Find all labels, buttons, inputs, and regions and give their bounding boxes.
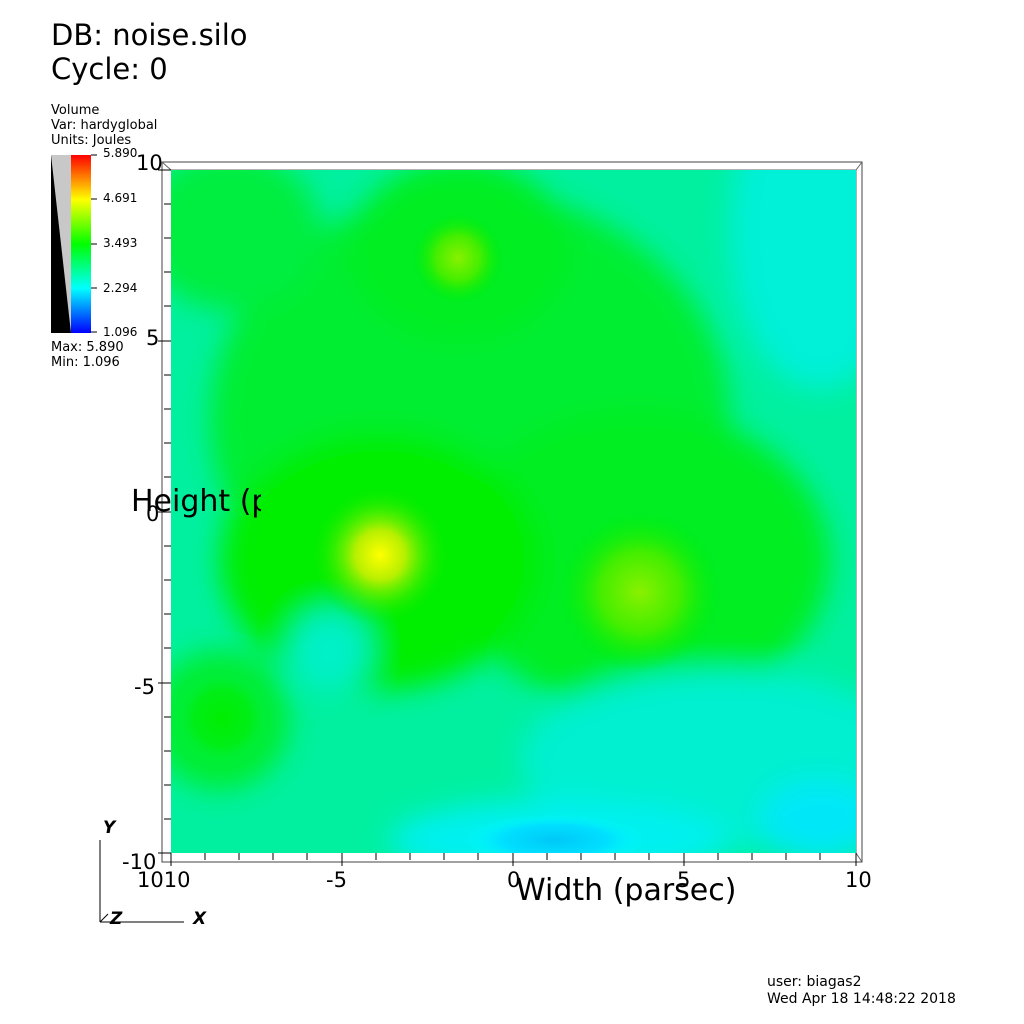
triad-y-label: Y <box>103 818 116 838</box>
legend-max: Max: 5.890 <box>51 340 124 355</box>
x-tick-label-overlap: 1010 <box>137 868 191 892</box>
legend-tick-max: 5.890 <box>103 146 138 160</box>
triad-x-label: X <box>193 909 207 929</box>
color-bar <box>71 155 91 333</box>
x-axis-ticks <box>170 853 857 866</box>
legend-min: Min: 1.096 <box>51 355 120 370</box>
user-label: user: biagas2 <box>767 974 862 990</box>
database-title: DB: noise.silo <box>51 18 248 52</box>
y-tick-label: -10 <box>122 850 157 874</box>
cycle-label: Cycle: 0 <box>51 52 168 86</box>
legend-units: Units: Joules <box>51 133 132 148</box>
y-tick-label: -5 <box>134 675 155 699</box>
legend-tick-2: 4.691 <box>103 191 138 205</box>
y-axis-ticks <box>158 169 171 854</box>
color-legend <box>51 154 97 333</box>
volume-field <box>171 170 856 853</box>
y-tick-label: 0 <box>146 502 160 526</box>
legend-tick-min: 1.096 <box>103 325 138 339</box>
legend-tick-3: 3.493 <box>103 236 138 250</box>
x-tick-label: 5 <box>677 868 691 892</box>
legend-variable: Var: hardyglobal <box>51 118 158 133</box>
y-tick-label: 10 <box>136 151 163 175</box>
x-axis-title: Width (parsec) <box>516 873 737 908</box>
legend-tick-4: 2.294 <box>103 281 138 295</box>
triad-z-label: Z <box>110 909 123 929</box>
x-tick-label: 0 <box>507 868 521 892</box>
axis-triad <box>99 840 184 923</box>
x-tick-label: -5 <box>326 868 347 892</box>
y-tick-label: 5 <box>146 326 160 350</box>
timestamp-label: Wed Apr 18 14:48:22 2018 <box>767 991 956 1007</box>
y-axis-title: Height (p <box>131 486 261 518</box>
legend-plot-type: Volume <box>51 103 100 118</box>
x-tick-label: 10 <box>845 868 872 892</box>
